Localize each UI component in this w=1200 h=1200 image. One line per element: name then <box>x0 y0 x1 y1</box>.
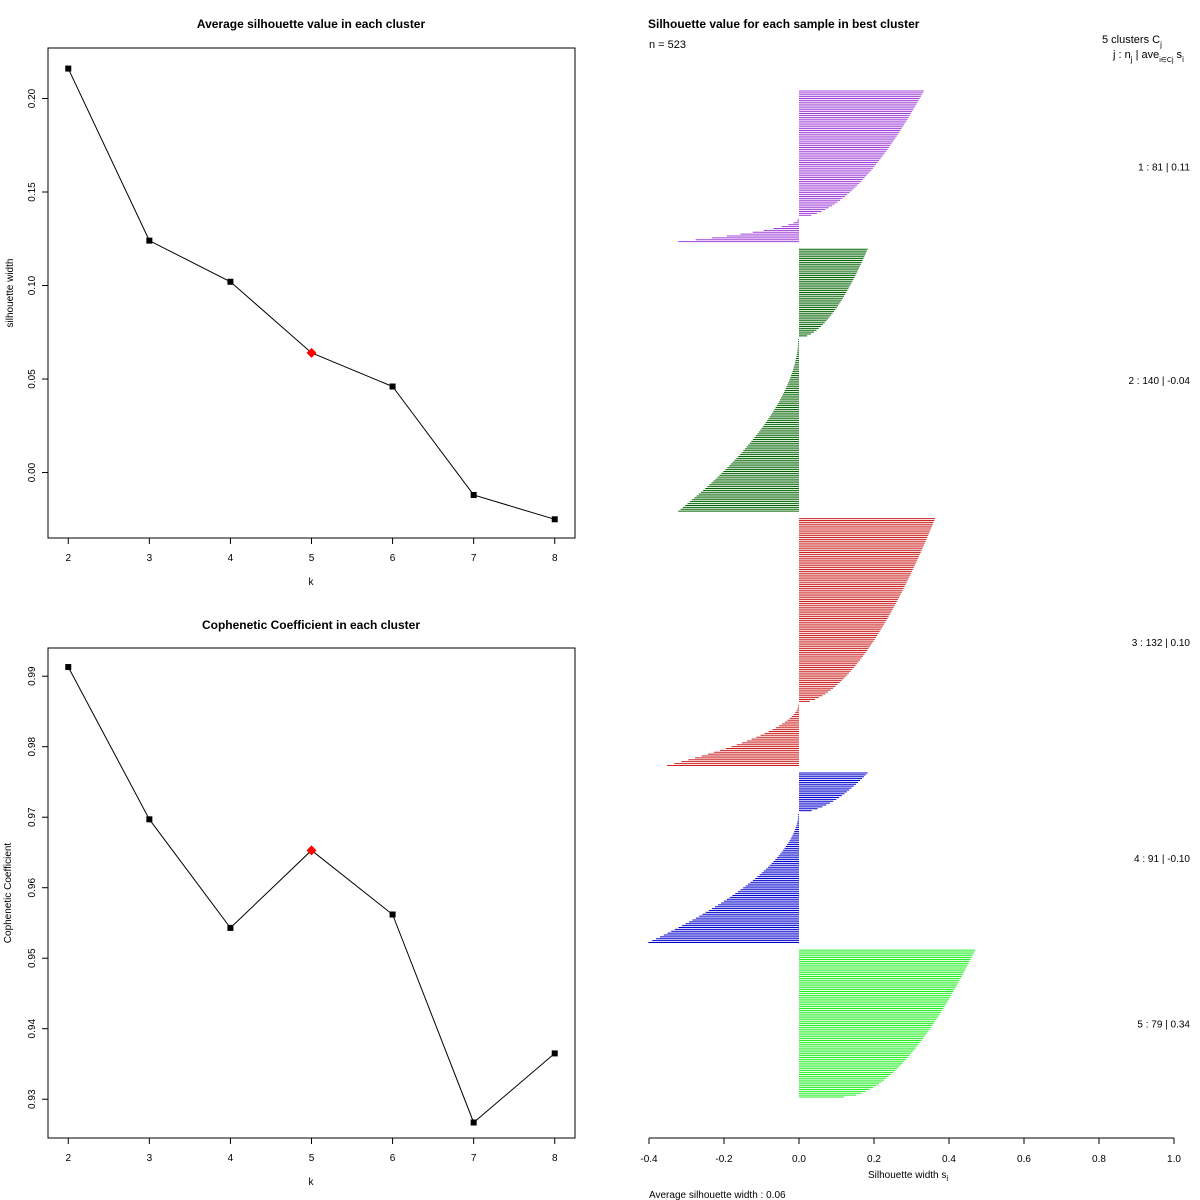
data-point <box>146 816 153 823</box>
x-tick-label: 6 <box>390 1153 396 1164</box>
columns-header-tail: | ave <box>1133 49 1160 61</box>
cluster-label: 2 : 140 | -0.04 <box>1128 376 1190 387</box>
silhouette-x-label-text: Silhouette width s <box>868 1170 946 1181</box>
x-tick-label: 7 <box>471 553 477 564</box>
data-point <box>65 65 72 72</box>
series-line <box>67 68 555 520</box>
x-tick-label: 5 <box>309 553 315 564</box>
silhouette-avg-panel: Average silhouette value in each cluster… <box>5 17 576 588</box>
silhouette-avg-plot-frame <box>47 47 576 539</box>
x-tick-label: 5 <box>309 1153 315 1164</box>
y-tick-label: 0.94 <box>27 1019 38 1039</box>
y-tick-label: 0.96 <box>27 878 38 898</box>
cophenetic-panel: Cophenetic Coefficient in each cluster 2… <box>3 618 576 1188</box>
cophenetic-title: Cophenetic Coefficient in each cluster <box>202 618 420 632</box>
silhouette-x-label-sub: i <box>946 1174 948 1183</box>
data-point <box>227 278 234 285</box>
cophenetic-x-label: k <box>309 1177 315 1188</box>
cluster-label: 5 : 79 | 0.34 <box>1137 1020 1190 1031</box>
x-tick-label: 0.8 <box>1092 1154 1106 1165</box>
columns-header-sub: j <box>1130 55 1133 64</box>
sample-count-label: n = 523 <box>649 39 686 51</box>
data-point <box>551 1050 558 1057</box>
data-point <box>65 664 72 671</box>
silhouette-avg-x-axis: 2 3 4 5 6 7 8 <box>65 538 558 564</box>
data-point <box>227 924 234 931</box>
silhouette-x-label: Silhouette width si <box>868 1170 948 1183</box>
silhouette-avg-x-label: k <box>309 577 315 588</box>
columns-header-text: j : n <box>1112 49 1131 61</box>
data-point <box>389 383 396 390</box>
x-tick-label: 1.0 <box>1167 1154 1181 1165</box>
x-tick-label: 6 <box>390 553 396 564</box>
series-line <box>67 666 556 1124</box>
data-point <box>389 911 396 918</box>
columns-header: j : nj | avei∈Cj si <box>1112 49 1184 64</box>
x-tick-label: 3 <box>147 1153 153 1164</box>
y-tick-label: 0.99 <box>27 666 38 686</box>
x-tick-label: -0.2 <box>715 1154 733 1165</box>
silhouette-avg-y-label: silhouette width <box>5 259 16 328</box>
x-tick-label: 8 <box>552 553 558 564</box>
columns-header-sub3: i <box>1182 55 1184 64</box>
x-tick-label: 2 <box>65 553 71 564</box>
y-tick-label: 0.95 <box>27 948 38 968</box>
data-point <box>470 491 477 498</box>
silhouette-avg-y-axis: 0.00 0.05 0.10 0.15 0.20 <box>27 88 48 482</box>
average-silhouette-footer: Average silhouette width : 0.06 <box>649 1190 786 1200</box>
y-tick-label: 0.97 <box>27 807 38 827</box>
clusters-header-sub: j <box>1159 40 1162 49</box>
y-tick-label: 0.10 <box>27 275 38 295</box>
columns-header-end: s <box>1174 49 1183 61</box>
silhouette-x-axis: -0.4 -0.2 0.0 0.2 0.4 0.6 0.8 1.0 <box>640 1137 1181 1165</box>
x-tick-label: 3 <box>147 553 153 564</box>
silhouette-bars <box>648 90 976 1098</box>
silhouette-avg-title: Average silhouette value in each cluster <box>197 17 426 31</box>
highlight-point <box>306 347 317 358</box>
silhouette-plot-title: Silhouette value for each sample in best… <box>648 17 920 31</box>
cluster-label: 3 : 132 | 0.10 <box>1132 638 1191 649</box>
cophenetic-series <box>65 664 558 1126</box>
x-tick-label: 8 <box>552 1153 558 1164</box>
x-tick-label: 0.0 <box>792 1154 806 1165</box>
data-point <box>551 516 558 523</box>
silhouette-avg-series <box>65 65 558 523</box>
cluster-labels: 1 : 81 | 0.11 2 : 140 | -0.04 3 : 132 | 0.… <box>1128 162 1190 1030</box>
x-tick-label: 4 <box>228 553 234 564</box>
columns-header-sub2: i∈Cj <box>1159 57 1174 64</box>
x-tick-label: -0.4 <box>640 1154 658 1165</box>
silhouette-plot-panel: Silhouette value for each sample in best… <box>640 17 1190 1200</box>
cluster-label: 1 : 81 | 0.11 <box>1138 162 1190 173</box>
y-tick-label: 0.05 <box>27 369 38 389</box>
data-point <box>146 237 153 244</box>
x-tick-label: 0.2 <box>867 1154 881 1165</box>
x-tick-label: 7 <box>471 1153 477 1164</box>
clusters-header-text: 5 clusters C <box>1102 34 1160 46</box>
data-point <box>470 1119 477 1126</box>
y-tick-label: 0.00 <box>27 462 38 482</box>
x-tick-label: 4 <box>228 1153 234 1164</box>
y-tick-label: 0.98 <box>27 737 38 757</box>
x-tick-label: 0.4 <box>942 1154 956 1165</box>
y-tick-label: 0.15 <box>27 182 38 202</box>
cophenetic-y-label: Cophenetic Coefficient <box>3 843 14 944</box>
x-tick-label: 0.6 <box>1017 1154 1031 1165</box>
cophenetic-y-axis: 0.93 0.94 0.95 0.96 0.97 0.98 0.99 <box>27 666 48 1109</box>
clusters-header: 5 clusters Cj <box>1102 34 1162 49</box>
cluster-label: 4 : 91 | -0.10 <box>1134 854 1190 865</box>
highlight-point <box>306 845 317 856</box>
cophenetic-plot-frame <box>47 647 576 1139</box>
cophenetic-x-axis: 2 3 4 5 6 7 8 <box>65 1138 558 1164</box>
x-tick-label: 2 <box>65 1153 71 1164</box>
y-tick-label: 0.20 <box>27 88 38 108</box>
y-tick-label: 0.93 <box>27 1089 38 1109</box>
